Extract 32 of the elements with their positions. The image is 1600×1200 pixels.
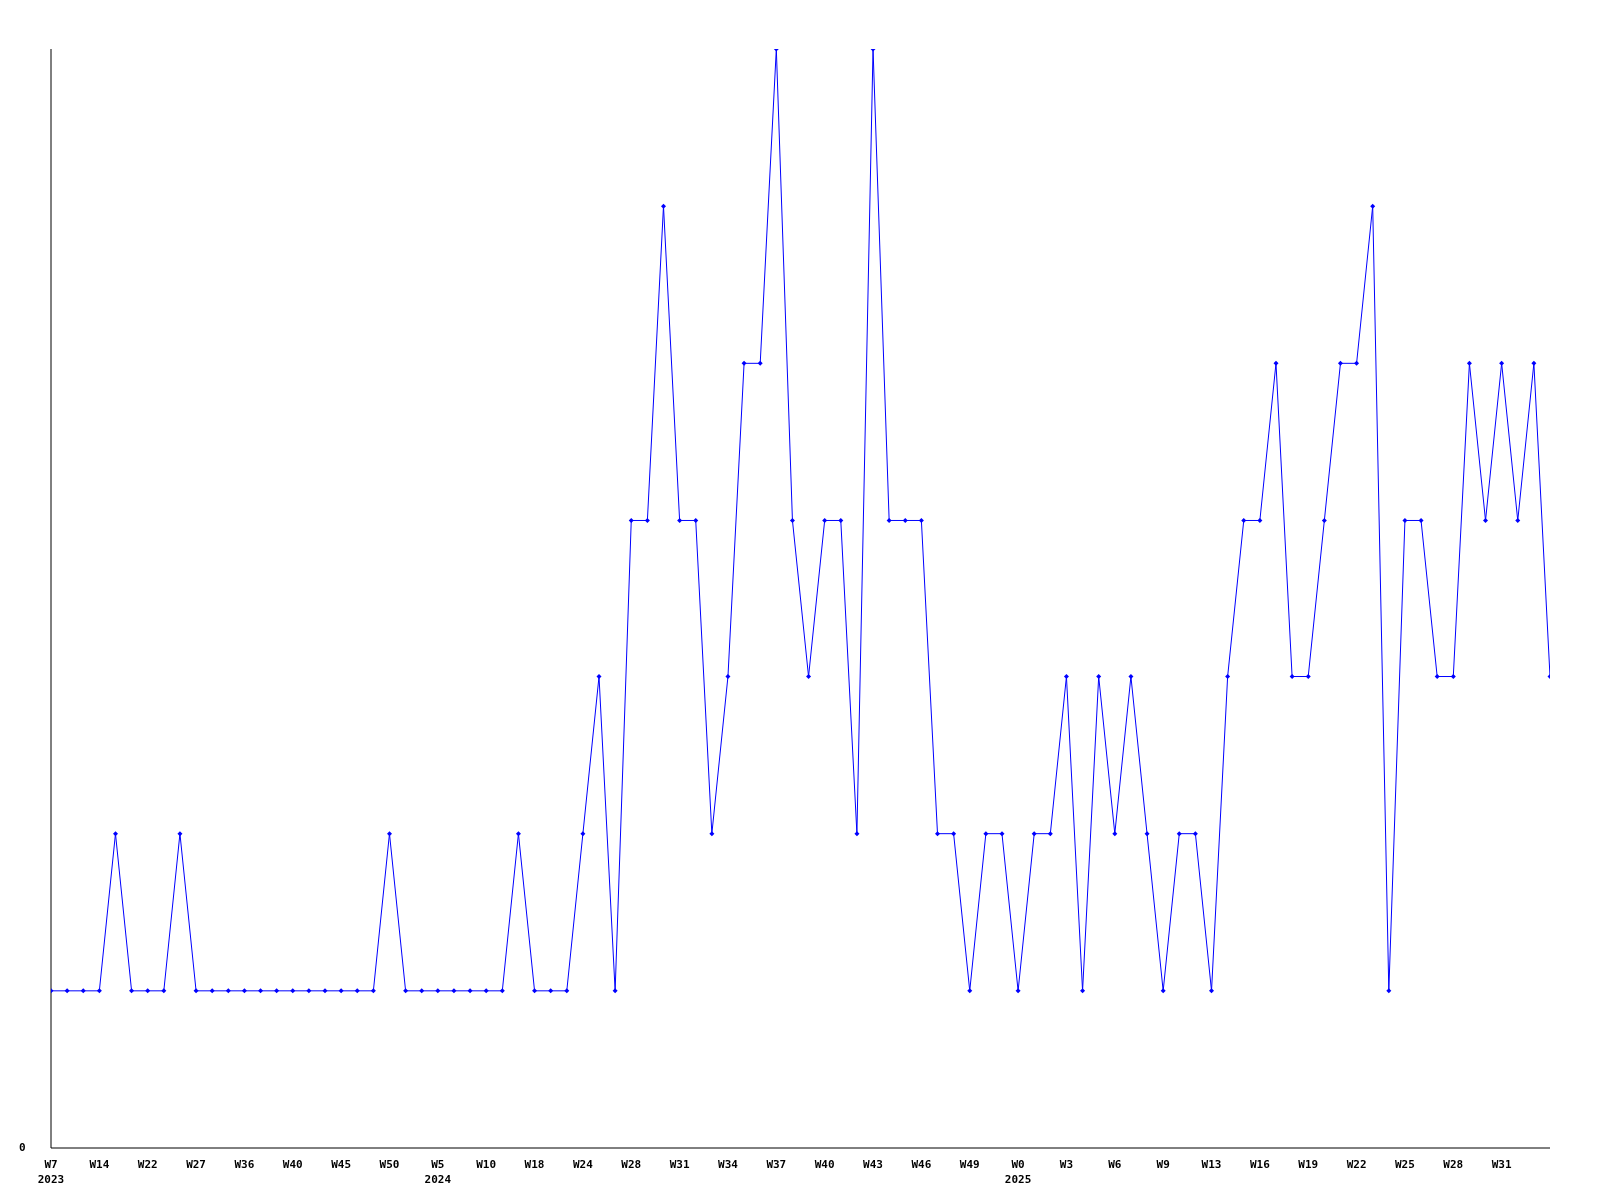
x-tick-label: W6 bbox=[1108, 1158, 1122, 1171]
x-tick-label: W40 bbox=[282, 1158, 303, 1171]
x-tick-label: W28 bbox=[1443, 1158, 1464, 1171]
x-tick-label: W7 2023 bbox=[37, 1158, 65, 1186]
x-tick-label: W14 bbox=[89, 1158, 110, 1171]
x-tick-label: W3 bbox=[1059, 1158, 1074, 1171]
x-tick-label: W9 bbox=[1156, 1158, 1170, 1171]
x-tick-label: W0 2025 bbox=[1004, 1158, 1032, 1186]
x-tick-label: W43 bbox=[863, 1158, 883, 1171]
text: 0 bbox=[19, 1141, 26, 1154]
x-tick-label: W34 bbox=[718, 1158, 739, 1171]
x-tick-label: W18 bbox=[524, 1158, 545, 1171]
x-tick-label: W50 bbox=[379, 1158, 400, 1171]
x-tick-label: W27 bbox=[186, 1158, 206, 1171]
x-tick-label: W45 bbox=[331, 1158, 352, 1171]
x-tick-label: W46 bbox=[911, 1158, 932, 1171]
x-tick-label: W31 bbox=[669, 1158, 690, 1171]
x-tick-label: W16 bbox=[1249, 1158, 1271, 1171]
x-tick-label: W22 bbox=[1346, 1158, 1367, 1171]
x-tick-label: W10 bbox=[476, 1158, 497, 1171]
x-tick-label: W37 bbox=[766, 1158, 787, 1171]
x-tick-label: W28 bbox=[621, 1158, 642, 1171]
x-tick-label: W49 bbox=[959, 1158, 980, 1171]
x-tick-label: W31 bbox=[1491, 1158, 1512, 1171]
x-tick-label: W19 bbox=[1298, 1158, 1319, 1171]
x-tick-label: W40 bbox=[814, 1158, 835, 1171]
x-tick-label: W22 bbox=[137, 1158, 158, 1171]
x-tick-label: W5 2024 bbox=[424, 1158, 452, 1186]
x-tick-label: W36 bbox=[234, 1158, 255, 1171]
x-tick-label: W13 bbox=[1201, 1158, 1222, 1171]
x-tick-label: W25 bbox=[1395, 1158, 1415, 1171]
x-tick-label: W24 bbox=[572, 1158, 594, 1171]
